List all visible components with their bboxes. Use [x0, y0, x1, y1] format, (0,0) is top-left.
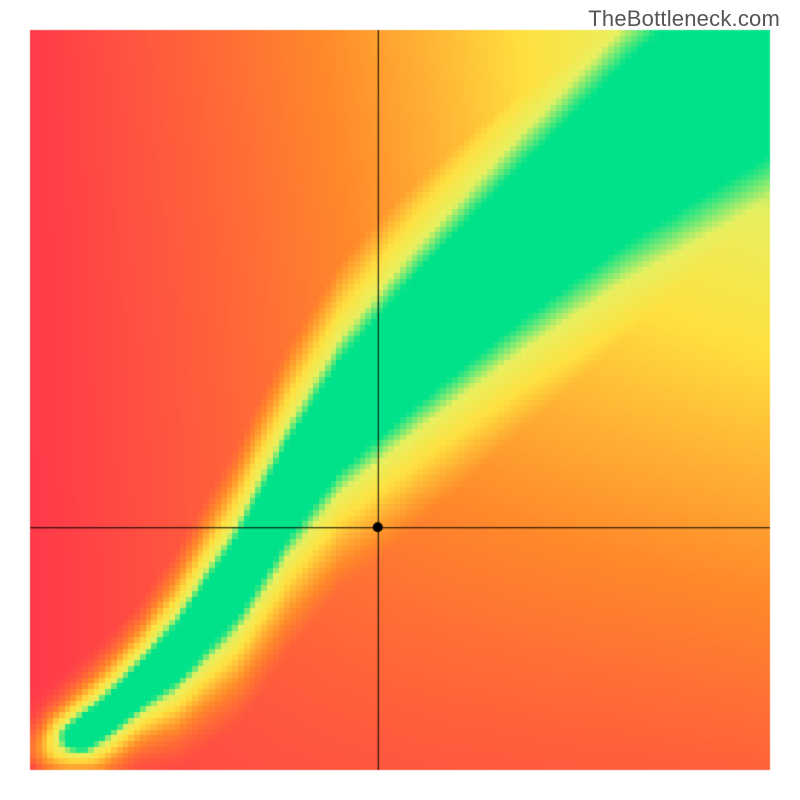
watermark-label: TheBottleneck.com [588, 6, 780, 32]
chart-container: TheBottleneck.com [0, 0, 800, 800]
bottleneck-heatmap [0, 0, 800, 800]
